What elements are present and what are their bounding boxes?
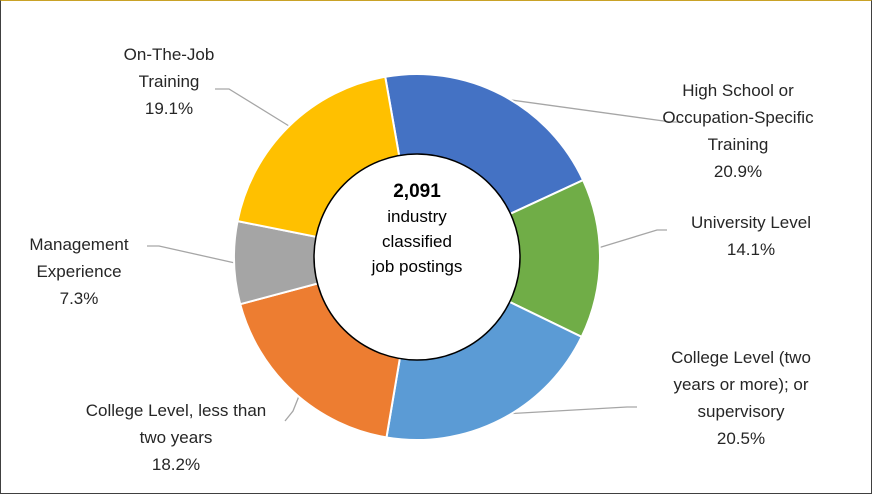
center-label: industry classified job postings (371, 207, 463, 276)
value-label: 20.5% (716, 429, 766, 448)
leader-line (597, 229, 667, 249)
category-label: College Level, less than two years (85, 401, 267, 447)
value-label: 19.1% (144, 99, 194, 118)
center-circle (313, 153, 521, 361)
value-label: 20.9% (713, 162, 763, 181)
segment-label: High School or Occupation-Specific Train… (653, 77, 823, 185)
category-label: High School or Occupation-Specific Train… (662, 81, 814, 154)
center-number: 2,091 (393, 181, 441, 202)
leader-line (503, 406, 637, 415)
leader-line (147, 245, 236, 264)
category-label: Management Experience (29, 235, 129, 281)
category-label: On-The-Job Training (123, 45, 215, 91)
category-label: University Level (691, 213, 811, 232)
segment-label: On-The-Job Training 19.1% (104, 41, 234, 122)
leader-line (503, 98, 681, 123)
center-text: 2,091 industry classified job postings (371, 179, 463, 279)
segment-label: College Level, less than two years 18.2% (83, 397, 269, 478)
category-label: College Level (two years or more); or su… (671, 348, 811, 421)
leader-lines (147, 88, 681, 422)
value-label: 7.3% (59, 289, 99, 308)
leader-line (284, 395, 300, 422)
value-label: 14.1% (726, 240, 776, 259)
value-label: 18.2% (151, 455, 201, 474)
segment-label: Management Experience 7.3% (9, 231, 149, 312)
segment-label: University Level 14.1% (666, 209, 836, 263)
leader-line (215, 88, 290, 127)
segment-label: College Level (two years or more); or su… (648, 344, 834, 452)
